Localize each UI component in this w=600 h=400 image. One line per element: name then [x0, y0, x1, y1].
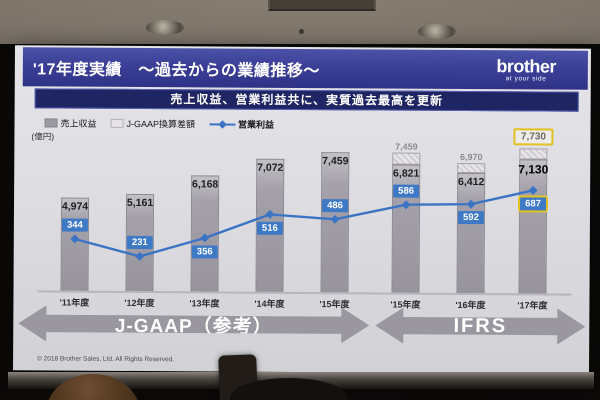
profit-value-badge: 687 [517, 195, 549, 213]
ceiling [0, 0, 600, 44]
category-label: '12年度 [124, 297, 155, 309]
jgaap-total-label-highlighted: 7,730 [513, 128, 554, 146]
profit-value-badge: 586 [393, 184, 420, 198]
revenue-value-label: 6,168 [191, 178, 219, 191]
profit-value-badge: 516 [256, 221, 283, 235]
revenue-value-label: 4,974 [61, 200, 89, 213]
category-label: '15年度 [390, 299, 421, 310]
audience-head [230, 378, 348, 400]
revenue-value-label: 5,161 [126, 196, 154, 210]
ceiling-light-icon [418, 24, 456, 39]
revenue-value-label: 6,412 [457, 175, 485, 189]
category-label: '14年度 [254, 298, 285, 309]
jgaap-diff-segment [392, 152, 421, 165]
ceiling-light-icon [146, 20, 184, 35]
jgaap-total-label: 6,970 [460, 151, 483, 163]
ceiling-vent [268, 0, 376, 11]
profit-value-badge: 356 [191, 244, 218, 259]
revenue-bar [456, 172, 486, 294]
jgaap-diff-segment [519, 148, 548, 160]
profit-value-badge: 592 [457, 211, 484, 225]
category-label: '13年度 [189, 298, 220, 309]
revenue-value-label: 7,459 [322, 155, 349, 168]
profit-value-badge: 344 [61, 218, 88, 233]
revenue-bar [320, 152, 350, 293]
revenue-value-label: 6,821 [393, 167, 420, 180]
revenue-value-label: 7,130 [518, 162, 549, 177]
period-arrow-label: IFRS [453, 314, 508, 337]
revenue-bar [518, 159, 548, 294]
revenue-bar [190, 175, 220, 292]
category-label: '16年度 [455, 299, 486, 311]
category-label: '15年度 [319, 299, 350, 310]
ceiling-sensor-icon [299, 29, 304, 34]
profit-value-badge: 231 [126, 236, 153, 250]
jgaap-total-label: 7,459 [395, 141, 418, 152]
presentation-slide: '17年度実績 ～過去からの業績推移～ brother at your side… [13, 45, 591, 374]
category-label: '17年度 [517, 300, 548, 311]
jgaap-diff-segment [457, 162, 486, 174]
revenue-value-label: 7,072 [257, 161, 284, 174]
profit-value-badge: 486 [321, 199, 349, 213]
category-label: '11年度 [59, 297, 90, 308]
